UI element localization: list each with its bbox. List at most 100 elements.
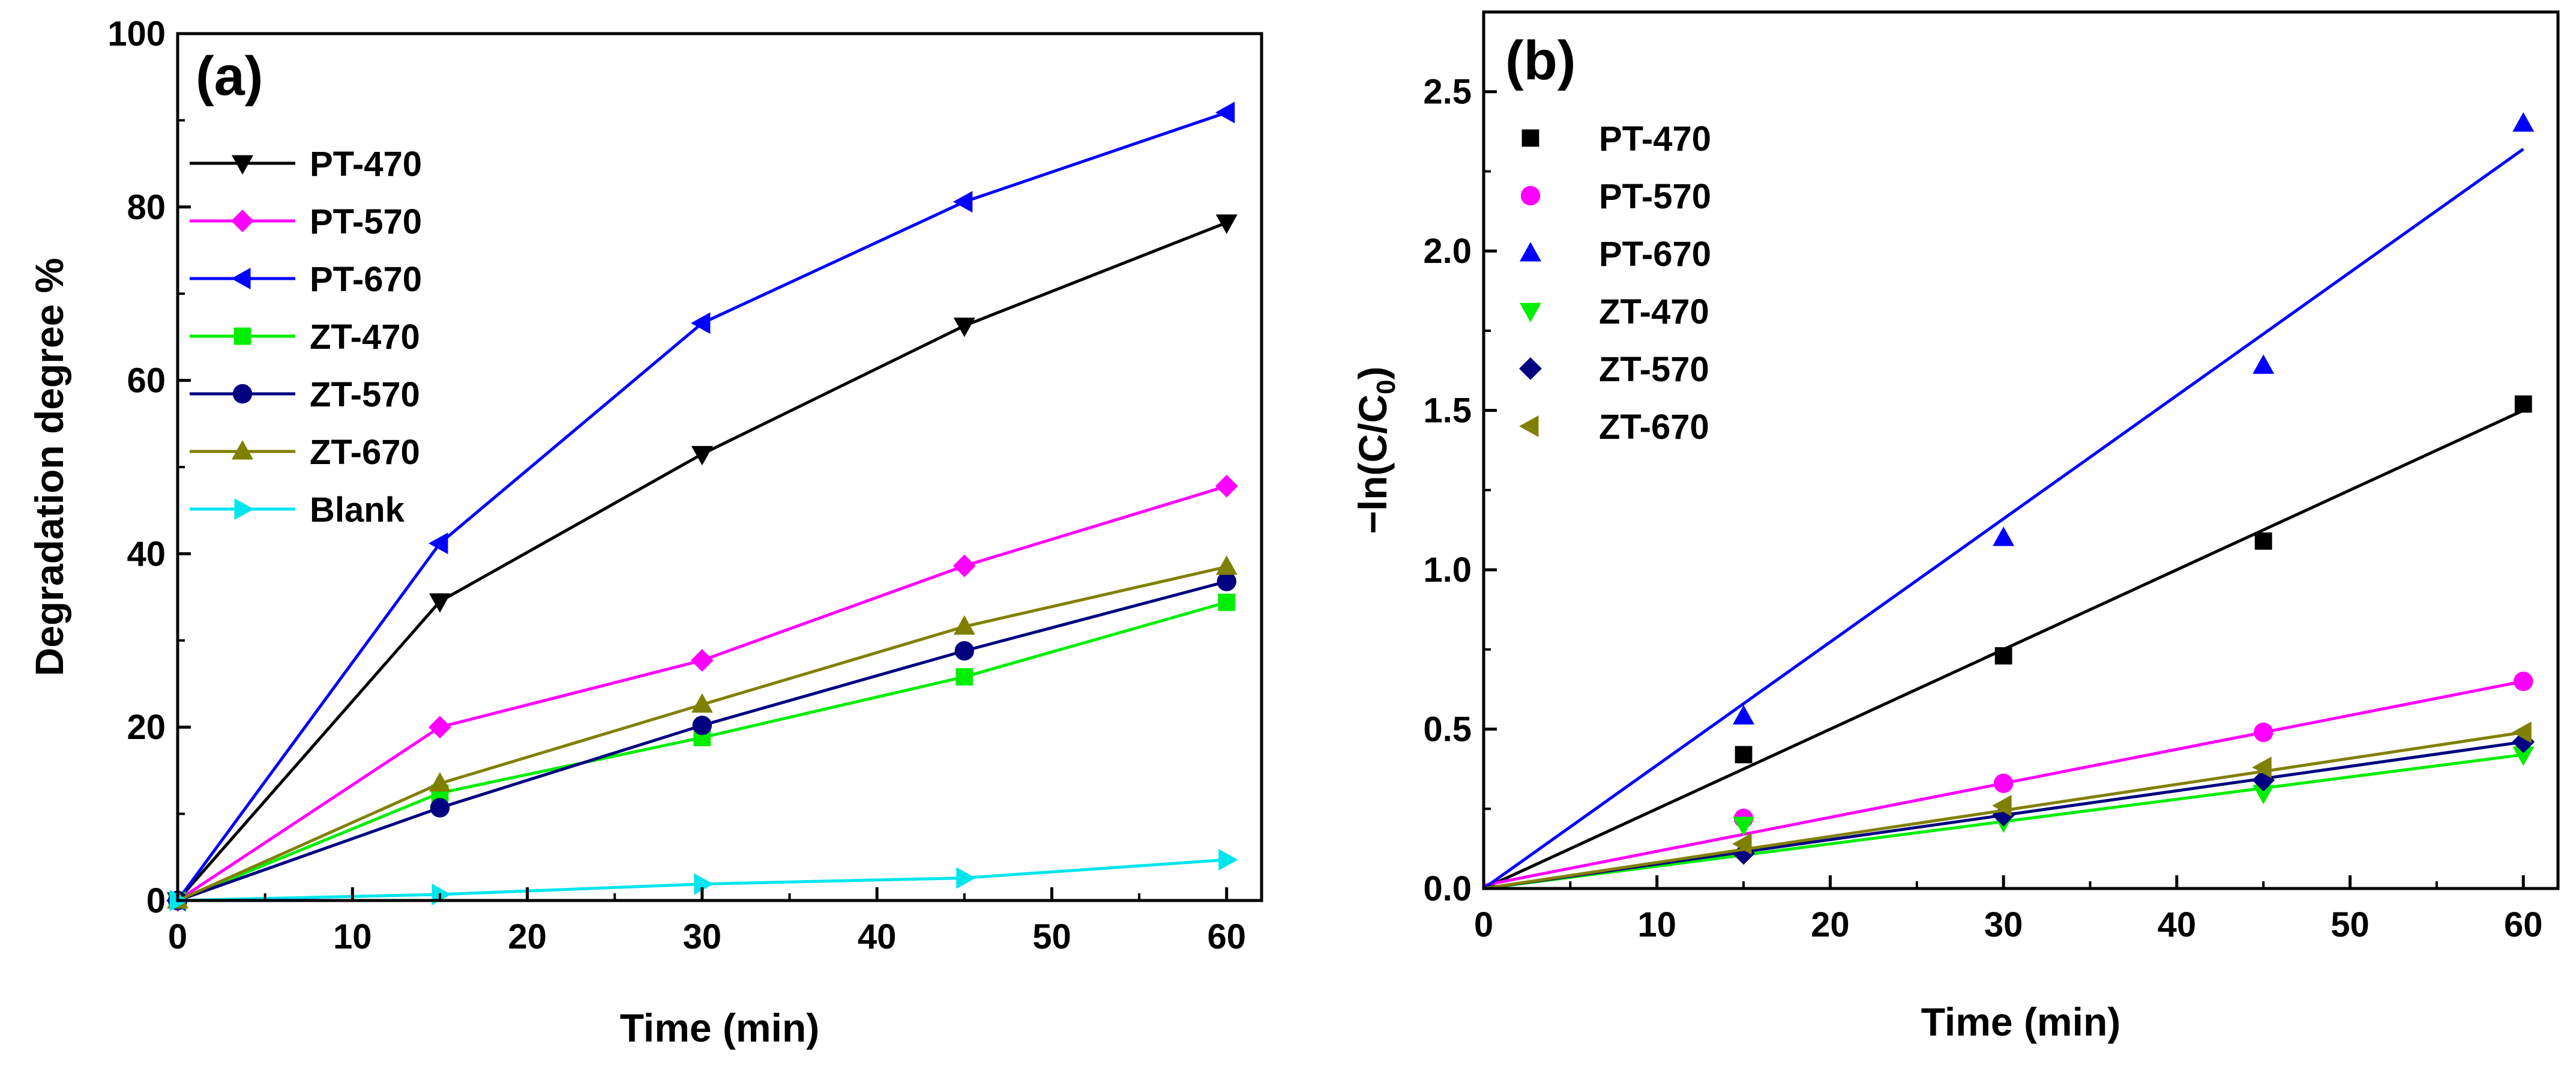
panel-b-y-tick-label: 0.0 <box>1423 869 1472 908</box>
panel-b-marks <box>1482 112 2535 890</box>
panel-a-point-blank <box>956 867 976 889</box>
panel-b-y-axis-title-main: −ln(C/C <box>1350 394 1395 534</box>
panel-b-legend-label: ZT-570 <box>1599 350 1709 389</box>
panel-a-point-pt-470 <box>691 445 713 466</box>
panel-b-x-tick-label: 40 <box>2158 905 2197 944</box>
panel-a-line-zt-470 <box>177 600 1227 902</box>
panel-a-series-zt-470 <box>169 593 1236 910</box>
panel-b-point-zt-470 <box>2512 746 2535 766</box>
panel-b-point-zt-570 <box>1732 842 1755 865</box>
panel-a-legend-marker <box>234 498 254 520</box>
panel-a-legend: PT-470 PT-570 PT-670 ZT-470 ZT-570 ZT-670 Blan… <box>190 145 422 529</box>
panel-a-point-zt-570 <box>430 798 450 818</box>
panel-a-y-axis-title: Degradation degree % <box>27 258 71 677</box>
panel-b-series-pt-670 <box>1482 112 2535 890</box>
panel-b-point-pt-670 <box>2252 354 2275 374</box>
panel-b-y-axis-title: −ln(C/C0) <box>1350 366 1401 534</box>
panel-a-point-zt-670 <box>429 772 451 792</box>
panel-a-legend-label: ZT-470 <box>310 318 420 357</box>
panel-a-legend-label: Blank <box>310 490 405 529</box>
panel-a-point-pt-570 <box>429 716 451 739</box>
panel-a-degradation-chart: 0 10 20 30 40 50 60 0 20 40 60 80 100 (a) Time (min)… <box>27 14 1263 1050</box>
panel-b-legend-item-zt-470: ZT-470 <box>1520 292 1709 331</box>
panel-a-y-tick-label: 40 <box>127 534 166 573</box>
panel-b-legend: PT-470 PT-570 PT-670 ZT-470 ZT-570 ZT-670 <box>1519 119 1711 447</box>
panel-b-series-pt-470 <box>1482 395 2532 890</box>
panel-b-label: (b) <box>1505 30 1575 91</box>
panel-a-ticks: 0 10 20 30 40 50 60 0 20 40 60 80 100 <box>107 14 1246 956</box>
panel-b-point-pt-570 <box>1993 773 2014 794</box>
panel-a-x-tick-label: 60 <box>1207 917 1246 956</box>
panel-a-legend-marker <box>231 210 254 232</box>
panel-b-point-zt-670 <box>2512 721 2532 743</box>
panel-a-point-zt-670 <box>953 615 975 635</box>
panel-b-x-tick-label: 30 <box>1984 905 2023 944</box>
panel-b-point-zt-670 <box>1732 833 1752 855</box>
panel-a-x-tick-label: 40 <box>858 917 897 956</box>
panel-b-legend-marker <box>1519 415 1539 437</box>
panel-b-y-tick-label: 2.0 <box>1423 232 1472 271</box>
panel-b-legend-label: PT-470 <box>1599 119 1711 158</box>
panel-a-point-pt-570 <box>1215 474 1238 498</box>
panel-a-legend-item-zt-470: ZT-470 <box>190 318 420 357</box>
panel-a-legend-item-zt-570: ZT-570 <box>190 375 420 414</box>
panel-a-x-tick-label: 50 <box>1032 917 1071 956</box>
panel-b-y-axis-title-end: ) <box>1350 366 1395 379</box>
panel-a-point-pt-670 <box>690 312 711 334</box>
panel-a-point-pt-470 <box>1215 214 1238 234</box>
panel-a-point-pt-470 <box>429 593 451 613</box>
panel-a-legend-item-pt-470: PT-470 <box>190 145 422 184</box>
panel-a-x-tick-label: 0 <box>168 917 187 956</box>
panel-b-point-zt-470 <box>1733 816 1755 836</box>
panel-b-y-tick-label: 0.5 <box>1423 710 1472 749</box>
panel-b-point-pt-470 <box>1994 647 2012 665</box>
panel-b-point-pt-570 <box>2253 722 2274 743</box>
panel-a-point-pt-570 <box>690 649 714 672</box>
panel-a-point-zt-570 <box>692 716 712 735</box>
panel-b-y-axis-title-subscript: 0 <box>1371 379 1401 394</box>
panel-a-point-zt-470 <box>1218 593 1236 611</box>
panel-b-x-tick-label: 0 <box>1474 905 1493 944</box>
panel-b-point-zt-570 <box>2252 768 2275 792</box>
panel-b-legend-marker <box>1519 357 1542 380</box>
panel-b-point-pt-670 <box>1733 705 1755 725</box>
panel-a-legend-marker <box>232 155 253 175</box>
panel-a-legend-label: ZT-670 <box>310 433 420 472</box>
panel-a-y-tick-label: 100 <box>107 14 166 53</box>
panel-a-point-pt-670 <box>429 532 448 555</box>
panel-b-legend-item-pt-470: PT-470 <box>1521 119 1711 158</box>
panel-b-legend-marker <box>1520 242 1541 262</box>
panel-b-point-pt-670 <box>2512 112 2535 132</box>
panel-b-kinetics-chart: 0 10 20 30 40 50 60 0.0 0.5 1.0 1.5 2.0 2.5 (b) Time… <box>1350 10 2560 1044</box>
panel-b-point-pt-470 <box>2514 395 2532 413</box>
panel-a-point-zt-470 <box>955 668 974 686</box>
panel-b-legend-item-zt-570: ZT-570 <box>1519 350 1709 389</box>
panel-b-ticks: 0 10 20 30 40 50 60 0.0 0.5 1.0 1.5 2.0 2.5 <box>1423 73 2542 944</box>
panel-a-point-pt-670 <box>952 191 973 213</box>
panel-b-legend-item-pt-670: PT-670 <box>1520 235 1711 274</box>
panel-a-legend-label: ZT-570 <box>310 375 420 414</box>
panel-a-point-blank <box>694 873 714 895</box>
panel-a-legend-item-blank: Blank <box>190 490 405 529</box>
panel-a-y-tick-label: 20 <box>127 708 166 747</box>
panel-a-legend-marker <box>232 384 253 404</box>
panel-a-legend-item-pt-670: PT-670 <box>190 260 422 299</box>
panel-a-legend-marker <box>232 440 253 460</box>
panel-b-series-pt-570 <box>1483 671 2533 887</box>
panel-b-y-tick-label: 1.0 <box>1423 551 1472 590</box>
panel-a-point-pt-570 <box>952 554 976 578</box>
panel-a-point-pt-670 <box>1215 101 1235 124</box>
panel-a-x-tick-label: 30 <box>683 917 722 956</box>
panel-b-legend-marker <box>1520 186 1541 206</box>
panel-b-legend-marker <box>1520 303 1541 322</box>
panel-a-point-blank <box>1218 849 1238 871</box>
panel-b-point-pt-470 <box>2254 532 2272 550</box>
panel-b-point-pt-570 <box>2514 671 2533 692</box>
panel-b-point-zt-670 <box>2252 756 2272 779</box>
panel-a-label: (a) <box>196 46 263 107</box>
panel-b-legend-label: ZT-470 <box>1599 292 1709 331</box>
panel-a-point-zt-670 <box>691 693 713 713</box>
panel-a-point-zt-570 <box>954 641 975 661</box>
panel-a-legend-marker <box>233 327 251 345</box>
